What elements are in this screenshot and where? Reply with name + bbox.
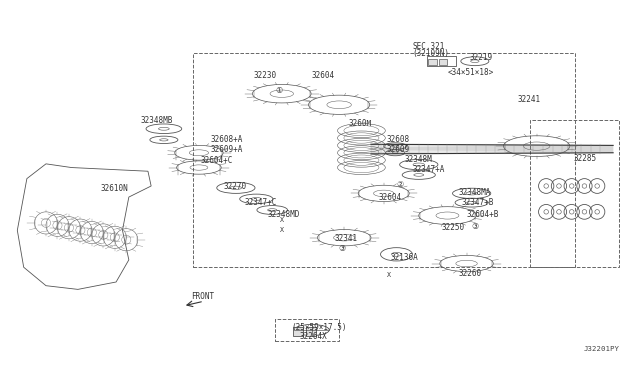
Text: 32264X: 32264X bbox=[300, 332, 327, 341]
Text: X: X bbox=[280, 227, 284, 233]
Text: 32609+A: 32609+A bbox=[211, 145, 243, 154]
Text: FRONT: FRONT bbox=[191, 292, 214, 301]
Text: 32347+C: 32347+C bbox=[245, 198, 277, 207]
Text: 32347+A: 32347+A bbox=[412, 165, 445, 174]
Text: J32201PY: J32201PY bbox=[584, 346, 620, 352]
Text: <34×51×18>: <34×51×18> bbox=[447, 68, 493, 77]
Bar bbox=[275, 319, 339, 341]
FancyBboxPatch shape bbox=[428, 60, 436, 65]
FancyBboxPatch shape bbox=[438, 60, 447, 65]
Text: ③: ③ bbox=[339, 244, 346, 253]
Text: 32604+B: 32604+B bbox=[467, 210, 499, 219]
Text: ①: ① bbox=[275, 86, 282, 95]
Text: 32610N: 32610N bbox=[100, 185, 128, 193]
Text: 32604+C: 32604+C bbox=[200, 156, 232, 166]
Text: (25×59×17.5): (25×59×17.5) bbox=[291, 323, 347, 331]
Text: 32230: 32230 bbox=[253, 71, 276, 80]
Text: 32270: 32270 bbox=[223, 182, 246, 191]
Text: (32109N): (32109N) bbox=[412, 49, 449, 58]
Text: 32260: 32260 bbox=[459, 269, 482, 278]
Text: 32250: 32250 bbox=[441, 223, 464, 232]
Text: 32219: 32219 bbox=[470, 53, 493, 62]
Bar bbox=[531, 119, 620, 267]
Text: 32341: 32341 bbox=[334, 234, 357, 243]
Text: SEC.321: SEC.321 bbox=[412, 42, 445, 51]
Text: X: X bbox=[280, 217, 284, 223]
FancyBboxPatch shape bbox=[427, 56, 456, 66]
Text: 32348M: 32348M bbox=[404, 155, 432, 164]
Text: 32285: 32285 bbox=[573, 154, 596, 163]
Text: 32348MA: 32348MA bbox=[459, 188, 492, 197]
Text: ②: ② bbox=[396, 180, 403, 189]
Text: 32604: 32604 bbox=[379, 193, 402, 202]
Text: 32609: 32609 bbox=[387, 145, 410, 154]
Bar bbox=[193, 53, 575, 267]
Text: X: X bbox=[387, 272, 391, 278]
Text: 32604: 32604 bbox=[312, 71, 335, 80]
FancyBboxPatch shape bbox=[306, 327, 316, 336]
Text: 32348MD: 32348MD bbox=[268, 210, 300, 219]
Text: ③: ③ bbox=[471, 222, 479, 231]
Text: 32608+A: 32608+A bbox=[211, 135, 243, 144]
FancyBboxPatch shape bbox=[293, 327, 303, 336]
Text: 32348MB: 32348MB bbox=[140, 116, 173, 125]
Text: 32608: 32608 bbox=[387, 135, 410, 144]
Text: 32241: 32241 bbox=[518, 95, 541, 104]
Text: 3260Μ: 3260Μ bbox=[348, 119, 371, 128]
Text: 32347+B: 32347+B bbox=[461, 198, 494, 207]
Text: 32136A: 32136A bbox=[390, 253, 418, 263]
